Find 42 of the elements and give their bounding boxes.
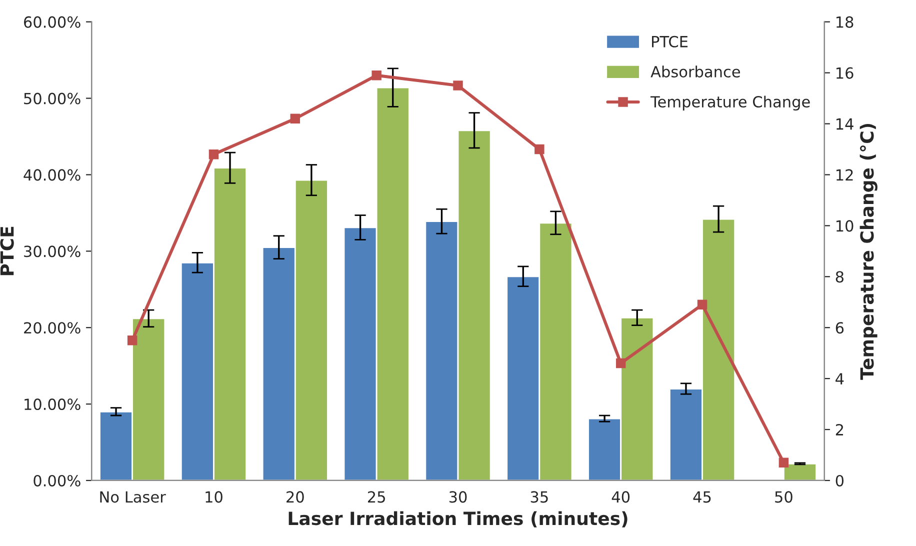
x-tick-label: 50 bbox=[775, 491, 792, 503]
point bbox=[534, 144, 544, 154]
y-tick-label: 40.00% bbox=[24, 169, 80, 181]
x-tick-label: 35 bbox=[530, 491, 548, 503]
y-tick-label: 10.00% bbox=[24, 398, 80, 410]
x-tick-label: 10 bbox=[206, 491, 222, 503]
y2-tick-label: 16 bbox=[836, 67, 854, 79]
point bbox=[127, 335, 138, 346]
point bbox=[453, 80, 463, 90]
y2-tick-label: 18 bbox=[836, 16, 854, 28]
y2-tick-label: 12 bbox=[836, 169, 853, 181]
x-tick-label: 20 bbox=[286, 491, 304, 503]
x-tick-label: 40 bbox=[612, 491, 630, 503]
legend-label: Absorbance bbox=[650, 66, 740, 78]
bar bbox=[782, 462, 817, 480]
point bbox=[208, 149, 219, 160]
point bbox=[290, 114, 300, 124]
x-axis-title: Laser Irradiation Times (minutes) bbox=[288, 511, 628, 528]
x-tick-label: No Laser bbox=[100, 491, 166, 503]
y2-tick-label: 14 bbox=[836, 118, 854, 130]
y2-tick-label: 0 bbox=[836, 474, 844, 486]
y2-tick-label: 6 bbox=[836, 322, 844, 334]
y-tick-label: 30.00% bbox=[24, 246, 80, 258]
legend-label: Temperature Change bbox=[650, 96, 810, 111]
legend-label: PTCE bbox=[652, 36, 688, 48]
y2-tick-label: 10 bbox=[836, 220, 854, 232]
x-tick-label: 30 bbox=[449, 491, 467, 503]
point bbox=[372, 70, 382, 80]
x-tick-label: 45 bbox=[693, 491, 711, 503]
point bbox=[778, 458, 789, 468]
y-tick-label: 0.00% bbox=[34, 474, 80, 486]
y2-tick-label: 2 bbox=[836, 424, 844, 436]
point bbox=[616, 358, 626, 368]
x-tick-label: 25 bbox=[368, 491, 385, 503]
y-tick-label: 60.00% bbox=[24, 16, 80, 28]
y-tick-label: 50.00% bbox=[24, 92, 80, 104]
y-tick-label: 20.00% bbox=[24, 322, 80, 334]
y2-tick-label: 4 bbox=[836, 373, 844, 384]
y2-tick-label: 8 bbox=[836, 271, 844, 283]
y2-axis-title: Temperature Change (°C) bbox=[860, 124, 878, 380]
point bbox=[697, 300, 708, 310]
y-axis-title: PTCE bbox=[0, 226, 14, 276]
